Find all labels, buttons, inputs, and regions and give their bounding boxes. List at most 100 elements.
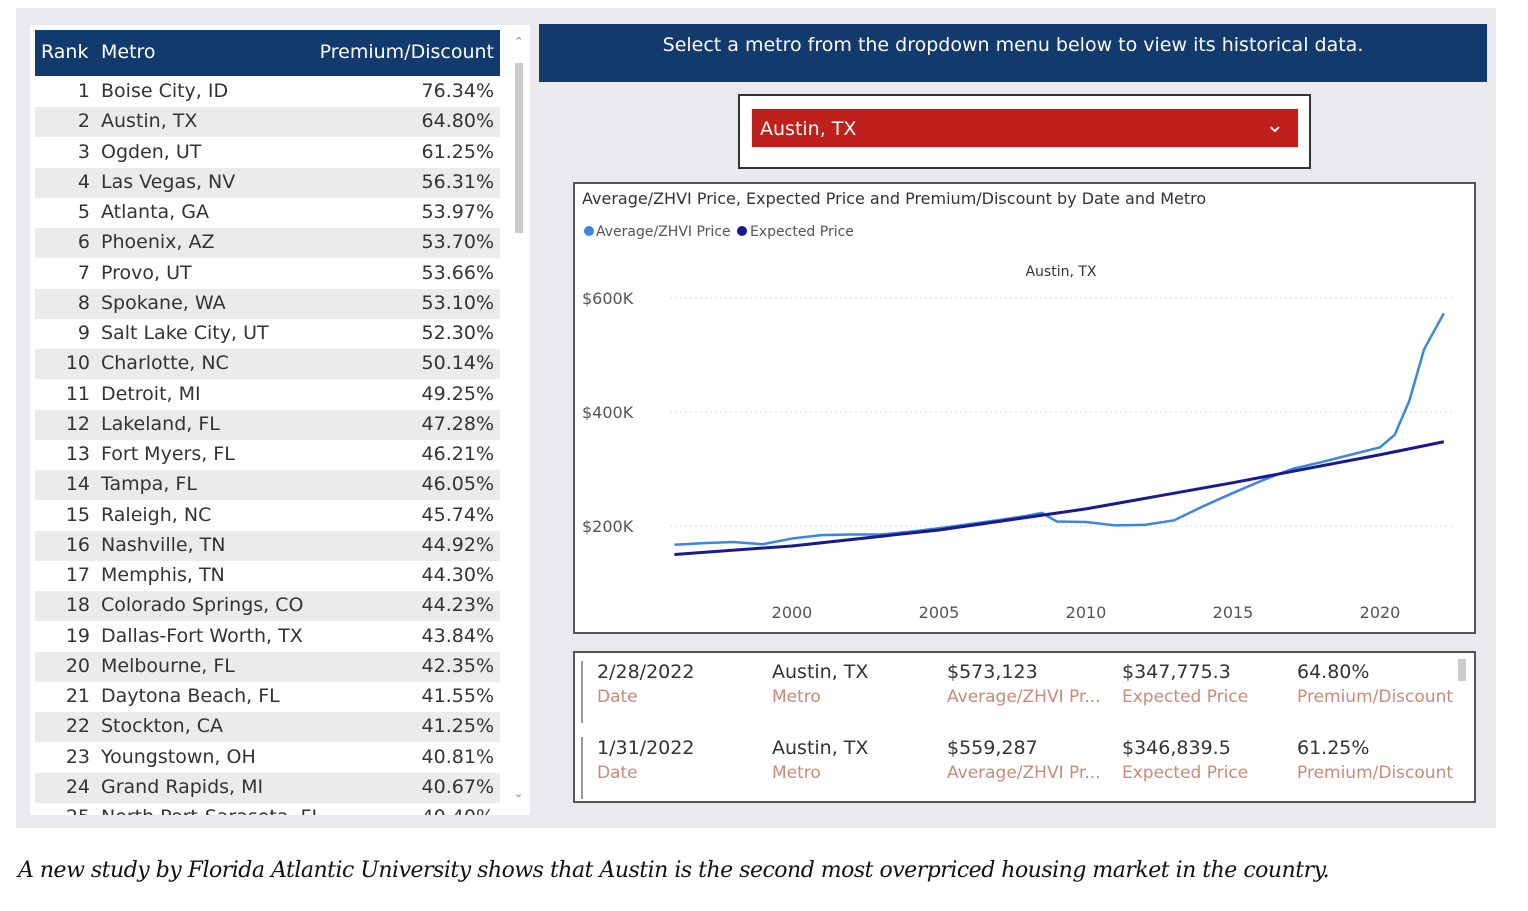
card-value: 2/28/2022 bbox=[597, 661, 695, 683]
header-rank[interactable]: Rank bbox=[41, 41, 89, 63]
card-average-price: $559,287 Average/ZHVI Pr... bbox=[947, 737, 1101, 783]
card-value: 61.25% bbox=[1297, 737, 1370, 759]
header-premium-discount[interactable]: Premium/Discount bbox=[319, 41, 494, 63]
card-label: Average/ZHVI Pr... bbox=[947, 687, 1101, 707]
table-row[interactable]: 24 Grand Rapids, MI 40.67% bbox=[35, 772, 500, 803]
cell-rank: 2 bbox=[77, 110, 90, 133]
card-value: $347,775.3 bbox=[1122, 661, 1231, 683]
header-metro[interactable]: Metro bbox=[101, 41, 156, 63]
card-value: $573,123 bbox=[947, 661, 1038, 683]
cell-rank: 16 bbox=[65, 533, 90, 556]
card-value: 1/31/2022 bbox=[597, 737, 695, 759]
card-label: Metro bbox=[772, 687, 821, 707]
cell-rank: 22 bbox=[65, 715, 90, 738]
cell-metro: Dallas-Fort Worth, TX bbox=[101, 624, 303, 647]
table-row[interactable]: 8 Spokane, WA 53.10% bbox=[35, 288, 500, 319]
legend-expected[interactable]: Expected Price bbox=[750, 224, 854, 240]
card-date: 1/31/2022 Date bbox=[597, 737, 694, 783]
cell-metro: Boise City, ID bbox=[101, 80, 229, 102]
card-premium-discount: 64.80% Premium/Discount bbox=[1297, 661, 1453, 707]
cell-metro: Las Vegas, NV bbox=[101, 170, 236, 193]
cell-metro: North Port-Sarasota, FL bbox=[101, 806, 322, 815]
table-row[interactable]: 5 Atlanta, GA 53.97% bbox=[35, 198, 500, 228]
table-row[interactable]: 16 Nashville, TN 44.92% bbox=[35, 530, 500, 561]
cell-rank: 24 bbox=[65, 775, 90, 798]
cell-rank: 20 bbox=[65, 654, 90, 677]
card-label: Date bbox=[597, 687, 638, 707]
x-tick-label: 2000 bbox=[772, 603, 813, 622]
cell-premium: 52.30% bbox=[421, 322, 494, 344]
card-metro: Austin, TX Metro bbox=[772, 737, 868, 783]
cell-metro: Spokane, WA bbox=[101, 291, 226, 314]
image-caption: A new study by Florida Atlantic Universi… bbox=[18, 858, 1330, 883]
scroll-up-icon[interactable]: ⌃ bbox=[514, 35, 524, 48]
cell-rank: 18 bbox=[65, 594, 90, 617]
card-label: Expected Price bbox=[1122, 687, 1249, 707]
table-row[interactable]: 23 Youngstown, OH 40.81% bbox=[35, 743, 500, 773]
cell-rank: 23 bbox=[65, 745, 90, 768]
cell-premium: 56.31% bbox=[421, 170, 494, 193]
legend-marker-average bbox=[584, 226, 594, 236]
table-row[interactable]: 3 Ogden, UT 61.25% bbox=[35, 138, 500, 168]
chevron-down-icon[interactable]: ⌄ bbox=[1265, 113, 1284, 138]
cell-rank: 21 bbox=[65, 685, 90, 707]
table-row[interactable]: 22 Stockton, CA 41.25% bbox=[35, 712, 500, 743]
cell-metro: Salt Lake City, UT bbox=[101, 322, 269, 344]
cell-metro: Fort Myers, FL bbox=[101, 443, 235, 465]
table-row[interactable]: 11 Detroit, MI 49.25% bbox=[35, 380, 500, 410]
table-row[interactable]: 17 Memphis, TN 44.30% bbox=[35, 561, 500, 591]
dropdown-selected: Austin, TX bbox=[760, 118, 857, 140]
cell-metro: Charlotte, NC bbox=[101, 352, 229, 375]
table-row[interactable]: 21 Daytona Beach, FL 41.55% bbox=[35, 682, 500, 712]
table-row[interactable]: 12 Lakeland, FL 47.28% bbox=[35, 409, 500, 440]
table-scrollbar[interactable]: ⌃ ⌄ bbox=[512, 35, 526, 815]
cards-scrollbar[interactable] bbox=[1458, 659, 1466, 681]
price-chart: Average/ZHVI Price, Expected Price and P… bbox=[573, 182, 1476, 634]
instruction-banner: Select a metro from the dropdown menu be… bbox=[539, 24, 1487, 82]
table-row[interactable]: 14 Tampa, FL 46.05% bbox=[35, 470, 500, 501]
cell-rank: 12 bbox=[65, 412, 90, 435]
series-line-average-price[interactable] bbox=[674, 312, 1445, 547]
cell-rank: 17 bbox=[65, 564, 90, 586]
card-value: $559,287 bbox=[947, 737, 1038, 759]
card-premium-discount: 61.25% Premium/Discount bbox=[1297, 737, 1453, 783]
card-label: Average/ZHVI Pr... bbox=[947, 763, 1101, 783]
series-line-expected-price[interactable] bbox=[674, 440, 1445, 556]
table-row[interactable]: 25 North Port-Sarasota, FL 40.40% bbox=[35, 803, 500, 815]
cell-metro: Atlanta, GA bbox=[101, 201, 209, 223]
table-row[interactable]: 9 Salt Lake City, UT 52.30% bbox=[35, 319, 500, 349]
table-row[interactable]: 1 Boise City, ID 76.34% bbox=[35, 77, 500, 107]
card-label: Metro bbox=[772, 763, 821, 783]
table-row[interactable]: 13 Fort Myers, FL 46.21% bbox=[35, 440, 500, 470]
cell-premium: 41.25% bbox=[421, 715, 494, 738]
cell-rank: 7 bbox=[77, 261, 90, 284]
table-row[interactable]: 15 Raleigh, NC 45.74% bbox=[35, 501, 500, 531]
scroll-down-icon[interactable]: ⌄ bbox=[514, 787, 524, 800]
table-row[interactable]: 18 Colorado Springs, CO 44.23% bbox=[35, 591, 500, 622]
table-row[interactable]: 20 Melbourne, FL 42.35% bbox=[35, 651, 500, 682]
table-row[interactable]: 10 Charlotte, NC 50.14% bbox=[35, 349, 500, 380]
scroll-thumb[interactable] bbox=[515, 63, 523, 233]
cell-premium: 61.25% bbox=[421, 140, 494, 163]
table-row[interactable]: 4 Las Vegas, NV 56.31% bbox=[35, 167, 500, 198]
legend-average[interactable]: Average/ZHVI Price bbox=[596, 224, 731, 240]
detail-card-row: 1/31/2022 Date Austin, TX Metro $559,287 Aver… bbox=[581, 737, 1453, 799]
x-tick-label: 2020 bbox=[1360, 603, 1401, 622]
cell-rank: 6 bbox=[77, 231, 90, 254]
table-row[interactable]: 6 Phoenix, AZ 53.70% bbox=[35, 228, 500, 259]
card-label: Expected Price bbox=[1122, 763, 1249, 783]
cell-premium: 45.74% bbox=[421, 503, 494, 526]
cell-rank: 19 bbox=[65, 624, 90, 647]
metro-dropdown[interactable]: Austin, TX ⌄ bbox=[751, 108, 1299, 148]
y-tick-label: $600K bbox=[582, 289, 634, 308]
cell-premium: 43.84% bbox=[421, 624, 494, 647]
table-row[interactable]: 2 Austin, TX 64.80% bbox=[35, 107, 500, 138]
x-tick-label: 2015 bbox=[1213, 603, 1254, 622]
card-label: Premium/Discount bbox=[1297, 763, 1454, 783]
table-row[interactable]: 19 Dallas-Fort Worth, TX 43.84% bbox=[35, 622, 500, 652]
cell-premium: 53.70% bbox=[421, 231, 494, 254]
table-row[interactable]: 7 Provo, UT 53.66% bbox=[35, 259, 500, 289]
cell-premium: 76.34% bbox=[421, 80, 494, 102]
cell-premium: 44.92% bbox=[421, 533, 494, 556]
cell-metro: Melbourne, FL bbox=[101, 654, 235, 677]
